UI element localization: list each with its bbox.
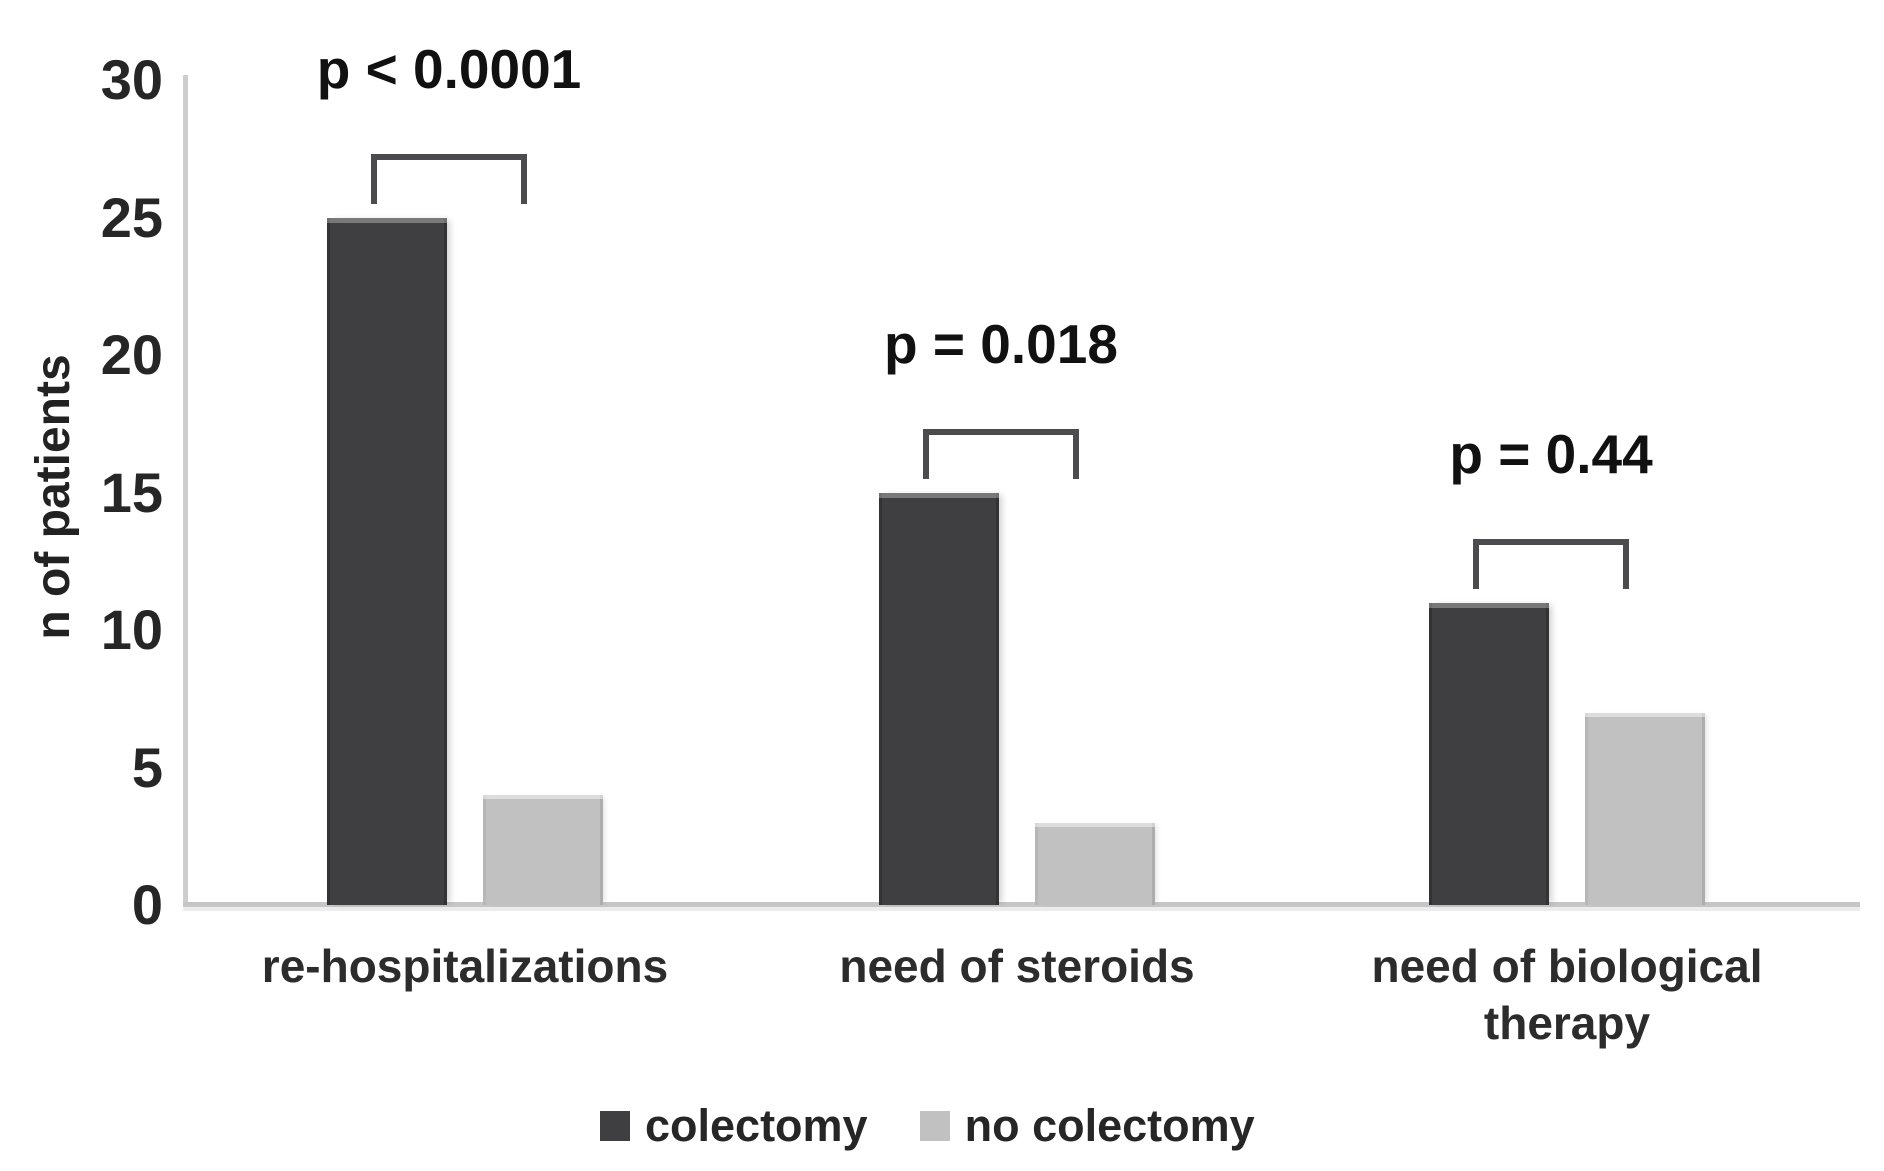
y-tick-25: 25: [100, 185, 163, 249]
significance-bracket-0: [371, 153, 527, 204]
bar-colectomy-1: [879, 492, 999, 905]
y-tick-0: 0: [131, 873, 163, 936]
x-axis-label-1: need of steroids: [839, 940, 1195, 992]
y-tick-20: 20: [100, 323, 163, 386]
x-axis-label-2: need of biological therapy: [1371, 940, 1763, 1049]
legend-item-colectomy: colectomy: [600, 1100, 868, 1152]
y-tick-10: 10: [100, 598, 163, 661]
y-axis-line: [183, 75, 188, 907]
legend-item-no-colectomy: no colectomy: [919, 1100, 1255, 1152]
bar-no-colectomy-1: [1035, 822, 1155, 905]
significance-bracket-1: [923, 428, 1079, 479]
legend-label-no-colectomy: no colectomy: [964, 1100, 1255, 1151]
bar-no-colectomy-0: [483, 795, 603, 905]
legend-swatch-no-colectomy-icon: [919, 1111, 950, 1141]
p-value-label-2: p = 0.44: [1449, 422, 1653, 485]
x-axis-label-0: re-hospitalizations: [261, 940, 669, 992]
y-tick-30: 30: [100, 48, 163, 111]
legend: colectomy no colectomy: [600, 1096, 1255, 1156]
y-tick-15: 15: [100, 460, 163, 524]
p-value-label-1: p = 0.018: [884, 312, 1118, 375]
significance-bracket-2: [1473, 538, 1629, 589]
x-axis-line: [183, 902, 1860, 911]
bar-colectomy-2: [1429, 602, 1549, 905]
y-tick-5: 5: [131, 735, 163, 799]
bar-no-colectomy-2: [1585, 712, 1705, 905]
legend-swatch-colectomy-icon: [600, 1111, 630, 1141]
p-value-label-0: p < 0.0001: [316, 37, 582, 100]
bar-colectomy-0: [327, 217, 447, 905]
legend-label-colectomy: colectomy: [645, 1100, 868, 1151]
